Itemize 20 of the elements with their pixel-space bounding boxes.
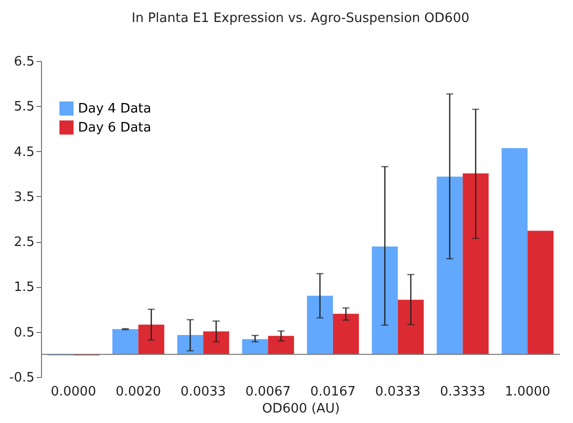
x-tick-label: 0.0020 xyxy=(116,384,162,400)
x-axis-title: OD600 (AU) xyxy=(262,402,340,416)
y-tick-label: 6.5 xyxy=(14,54,34,70)
y-tick-label: 5.5 xyxy=(14,100,34,115)
y-tick-label: 1.5 xyxy=(14,280,34,296)
x-tick-label: 1.0000 xyxy=(504,384,550,400)
x-tick-label: 0.3333 xyxy=(440,384,486,400)
x-tick-label: 0.0067 xyxy=(245,384,291,400)
y-tick-label: 0.5 xyxy=(14,325,34,340)
chart-title: In Planta E1 Expression vs. Agro-Suspension OD600 xyxy=(132,11,470,26)
y-tick-label: 4.5 xyxy=(14,144,34,160)
y-tick-label: 3.5 xyxy=(14,190,34,205)
y-tick-label: 2.5 xyxy=(14,235,34,250)
x-tick-label: 0.0033 xyxy=(180,384,226,400)
legend-label: Day 4 Data xyxy=(78,102,152,116)
y-tick-label: -0.5 xyxy=(9,370,34,386)
x-tick-label: 0.0000 xyxy=(50,384,96,400)
x-tick-label: 0.0333 xyxy=(375,384,421,400)
legend-label: Day 6 Data xyxy=(78,120,152,136)
x-tick-label: 0.0167 xyxy=(310,384,356,400)
